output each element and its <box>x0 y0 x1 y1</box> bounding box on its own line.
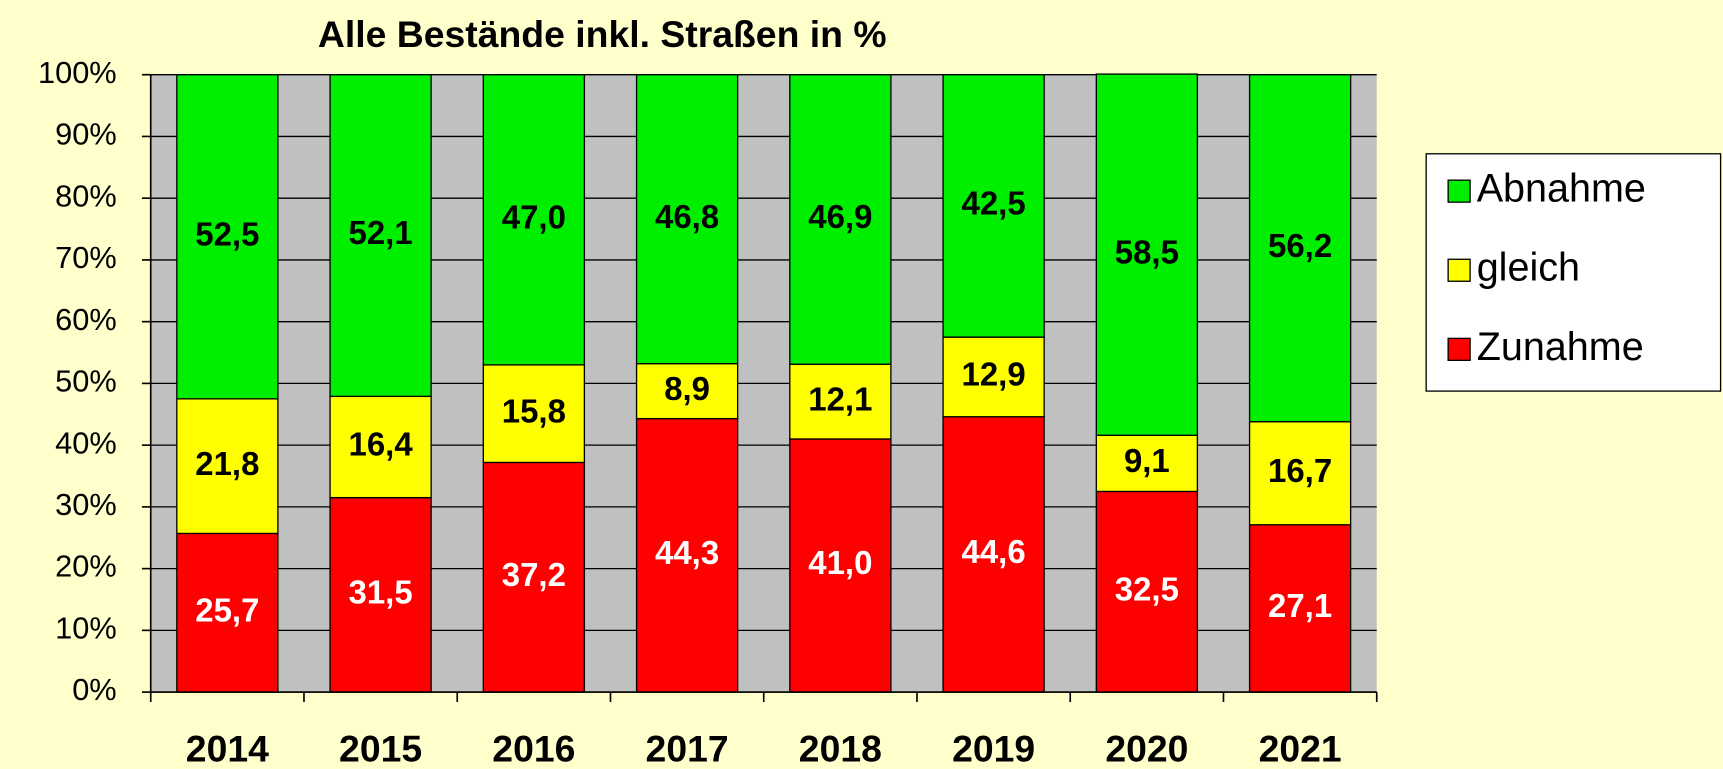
bar-segment <box>942 74 1045 338</box>
bar-segment <box>176 532 279 693</box>
value-label: 15,8 <box>502 392 566 429</box>
value-label: 37,2 <box>502 556 566 593</box>
y-tick-label: 60% <box>55 302 117 337</box>
value-label: 52,5 <box>195 215 259 252</box>
value-label: 31,5 <box>349 574 413 611</box>
value-label: 12,1 <box>808 380 872 417</box>
y-tick-label: 100% <box>38 55 117 90</box>
x-tick-label: 2020 <box>1105 727 1188 769</box>
chart-title: Alle Bestände inkl. Straßen in % <box>318 13 887 55</box>
y-tick-label: 50% <box>55 364 117 399</box>
value-label: 8,9 <box>664 370 710 407</box>
x-tick-label: 2015 <box>339 727 422 769</box>
legend-label: Abnahme <box>1477 167 1646 211</box>
legend-box <box>1425 153 1722 392</box>
bar-segment <box>176 398 279 535</box>
x-tick-label: 2014 <box>186 727 269 769</box>
bar-segment <box>482 364 586 464</box>
x-tick-label: 2021 <box>1259 727 1342 769</box>
value-label: 27,1 <box>1268 587 1332 624</box>
bar-segment <box>635 74 739 365</box>
bar-segment <box>942 336 1045 418</box>
value-label: 46,9 <box>808 198 872 235</box>
bar-segment <box>1095 73 1199 436</box>
value-label: 42,5 <box>962 185 1026 222</box>
value-label: 46,8 <box>655 198 719 235</box>
legend-label: Zunahme <box>1477 325 1644 369</box>
bar-segment <box>1248 421 1352 526</box>
x-tick-label: 2016 <box>492 727 575 769</box>
bar-segment <box>329 74 432 398</box>
value-label: 16,7 <box>1268 452 1332 489</box>
y-tick-label: 90% <box>55 117 117 152</box>
bar-segment <box>176 74 279 400</box>
legend-swatch <box>1447 337 1471 361</box>
bar-segment <box>482 461 586 693</box>
x-tick-label: 2018 <box>799 727 882 769</box>
bar-segment <box>789 363 892 440</box>
y-tick-label: 10% <box>55 610 117 645</box>
bar-segment <box>942 416 1045 693</box>
value-label: 12,9 <box>962 356 1026 393</box>
value-label: 44,6 <box>962 533 1026 570</box>
value-label: 44,3 <box>655 534 719 571</box>
value-label: 25,7 <box>195 591 259 628</box>
value-label: 32,5 <box>1115 570 1179 607</box>
value-label: 16,4 <box>349 426 414 463</box>
value-label: 9,1 <box>1124 442 1170 479</box>
y-tick-label: 0% <box>72 672 116 707</box>
x-tick-label: 2019 <box>952 727 1035 769</box>
bar-segment <box>1248 74 1352 423</box>
value-label: 41,0 <box>808 544 872 581</box>
y-tick-label: 30% <box>55 487 117 522</box>
y-tick-label: 40% <box>55 425 117 460</box>
bar-segment <box>329 395 432 499</box>
value-label: 21,8 <box>195 445 259 482</box>
legend-label: gleich <box>1477 246 1580 290</box>
bar-segment <box>1095 434 1199 493</box>
y-tick-label: 70% <box>55 240 117 275</box>
y-tick-label: 20% <box>55 549 117 584</box>
bar-segment <box>1095 490 1199 693</box>
value-label: 58,5 <box>1115 233 1179 270</box>
bar-segment <box>789 74 892 365</box>
value-label: 47,0 <box>502 198 566 235</box>
value-label: 52,1 <box>349 214 413 251</box>
y-tick-label: 80% <box>55 178 117 213</box>
legend-swatch <box>1447 258 1471 282</box>
bar-segment <box>635 417 739 693</box>
x-tick-label: 2017 <box>646 727 729 769</box>
value-label: 56,2 <box>1268 227 1332 264</box>
legend-swatch <box>1447 179 1471 203</box>
bar-segment <box>789 438 892 693</box>
bar-segment <box>635 362 739 420</box>
bar-segment <box>482 74 586 366</box>
